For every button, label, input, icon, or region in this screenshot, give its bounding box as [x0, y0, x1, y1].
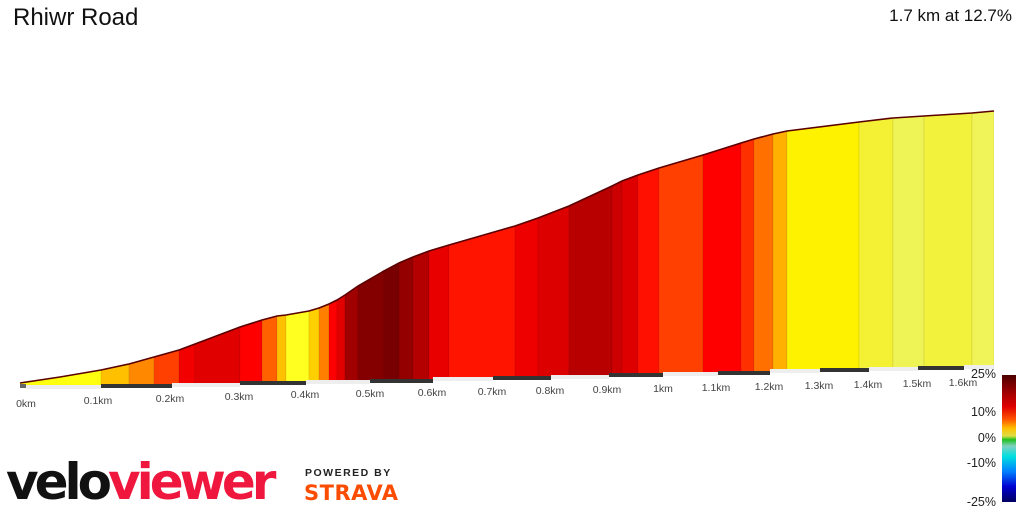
- gradient-segment: [20, 111, 102, 387]
- color-scale-label: -10%: [966, 456, 996, 470]
- gradient-segment: [261, 111, 278, 387]
- x-axis-tick-label: 1.1km: [701, 382, 731, 394]
- segment-summary: 1.7 km at 12.7%: [889, 6, 1012, 25]
- gradient-segment: [637, 111, 660, 387]
- gradient-segment: [285, 111, 310, 387]
- x-axis-tick-label: 0.7km: [477, 386, 507, 398]
- gradient-segment: [178, 111, 196, 387]
- gradient-segment: [892, 111, 925, 387]
- gradient-segment: [537, 111, 570, 387]
- gradient-segment: [398, 111, 414, 387]
- gradient-segment: [328, 111, 338, 387]
- gradient-segment: [100, 111, 130, 387]
- x-axis-tick-label: 1.6km: [948, 377, 978, 389]
- gradient-segment: [858, 111, 894, 387]
- gradient-segment: [194, 111, 241, 387]
- gradient-segment: [448, 111, 516, 387]
- color-scale-label: -25%: [966, 495, 996, 509]
- logo-viewer: viewer: [108, 453, 276, 511]
- segment-title: Rhiwr Road: [13, 4, 139, 31]
- x-axis-tick-label: 0.1km: [83, 395, 113, 407]
- profile-top-edge: [19, 110, 995, 384]
- x-axis-tick-label: 0km: [16, 398, 36, 410]
- x-axis-tick-label: 0.3km: [224, 391, 254, 403]
- gradient-segment: [239, 111, 263, 387]
- gradient-segment: [357, 111, 385, 387]
- color-scale-label: 0%: [977, 431, 996, 445]
- x-axis-tick-label: 0.5km: [355, 388, 385, 400]
- gradient-segment: [318, 111, 330, 387]
- gradient-segment: [621, 111, 639, 387]
- logo-velo: velo: [6, 453, 112, 511]
- gradient-segment: [128, 111, 155, 387]
- gradient-segment: [344, 111, 359, 387]
- gradient-segment: [568, 111, 613, 387]
- gradient-segments: [20, 111, 994, 387]
- powered-by-label: POWERED BY: [305, 467, 392, 479]
- x-axis-tick-label: 0.4km: [290, 389, 320, 401]
- gradient-segment: [412, 111, 430, 387]
- gradient-segment: [611, 111, 623, 387]
- gradient-segment: [383, 111, 400, 387]
- gradient-segment: [702, 111, 742, 387]
- color-scale-label: 10%: [970, 405, 996, 419]
- x-axis-tick-label: 0.9km: [592, 384, 622, 396]
- x-axis-tick-label: 0.8km: [535, 385, 565, 397]
- gradient-segment: [336, 111, 346, 387]
- x-axis-tick-label: 1.3km: [804, 380, 834, 392]
- gradient-segment: [740, 111, 755, 387]
- x-axis-tick-label: 1.2km: [754, 381, 784, 393]
- x-axis-tick-label: 0.2km: [155, 393, 185, 405]
- gradient-segment: [308, 111, 320, 387]
- gradient-color-scale: [1002, 375, 1016, 502]
- gradient-segment: [772, 111, 788, 387]
- gradient-segment: [658, 111, 704, 387]
- gradient-segment: [514, 111, 539, 387]
- gradient-segment: [923, 111, 973, 387]
- gradient-segment: [786, 111, 860, 387]
- strava-logo: STRAVA: [304, 481, 399, 505]
- gradient-segment: [276, 111, 287, 387]
- x-axis-tick-label: 0.6km: [417, 387, 447, 399]
- gradient-segment: [153, 111, 180, 387]
- gradient-segment: [971, 111, 994, 387]
- distance-scale-bar: [20, 365, 994, 389]
- x-axis-tick-label: 1km: [653, 383, 673, 395]
- veloviewer-logo: veloviewer: [6, 452, 276, 512]
- gradient-segment: [753, 111, 774, 387]
- color-scale-label: 25%: [970, 367, 996, 381]
- x-axis-tick-label: 1.5km: [902, 378, 932, 390]
- x-axis-tick-label: 1.4km: [853, 379, 883, 391]
